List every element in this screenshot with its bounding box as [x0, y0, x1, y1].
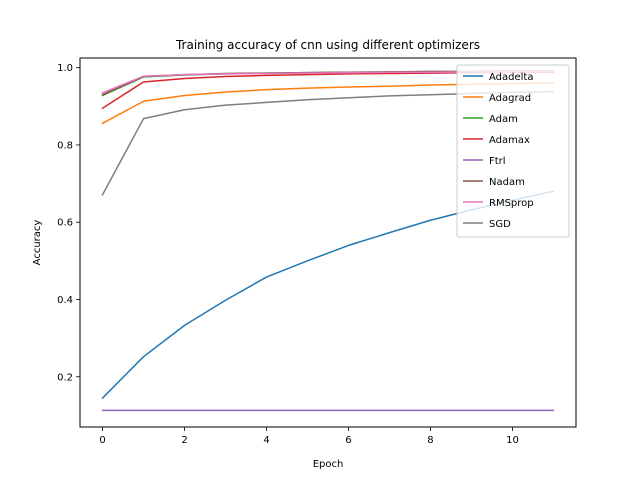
x-axis-label: Epoch — [313, 459, 344, 470]
legend-entry: Nadam — [489, 177, 525, 188]
x-tick-label: 8 — [427, 435, 433, 446]
y-tick-label: 0.6 — [57, 218, 73, 229]
x-tick-label: 2 — [181, 435, 187, 446]
legend-entry: Adamax — [489, 135, 530, 146]
legend: Adadelta Adagrad Adam Adamax Ftrl Nadam RMSpro… — [456, 64, 570, 238]
y-tick-label: 0.8 — [57, 140, 73, 151]
chart-title: Training accuracy of cnn using different… — [175, 38, 480, 52]
legend-entry: SGD — [489, 219, 511, 230]
legend-entry: Adam — [489, 114, 518, 125]
legend-entry: Adagrad — [489, 93, 531, 104]
legend-entry: RMSprop — [489, 198, 534, 209]
y-tick-label: 0.2 — [57, 372, 73, 383]
y-tick-label: 1.0 — [57, 63, 73, 74]
legend-box — [456, 64, 570, 238]
legend-entry: Ftrl — [489, 156, 506, 167]
x-tick-label: 0 — [99, 435, 105, 446]
y-tick-label: 0.4 — [57, 295, 73, 306]
legend-entry: Adadelta — [489, 72, 533, 83]
x-tick-label: 6 — [345, 435, 351, 446]
x-axis-ticks: 0 2 4 6 8 10 — [99, 427, 519, 446]
y-axis-label: Accuracy — [32, 220, 43, 266]
x-tick-label: 4 — [263, 435, 269, 446]
x-tick-label: 10 — [506, 435, 519, 446]
y-axis-ticks: 0.2 0.4 0.6 0.8 1.0 — [57, 63, 80, 383]
plot-frame — [79, 57, 577, 428]
